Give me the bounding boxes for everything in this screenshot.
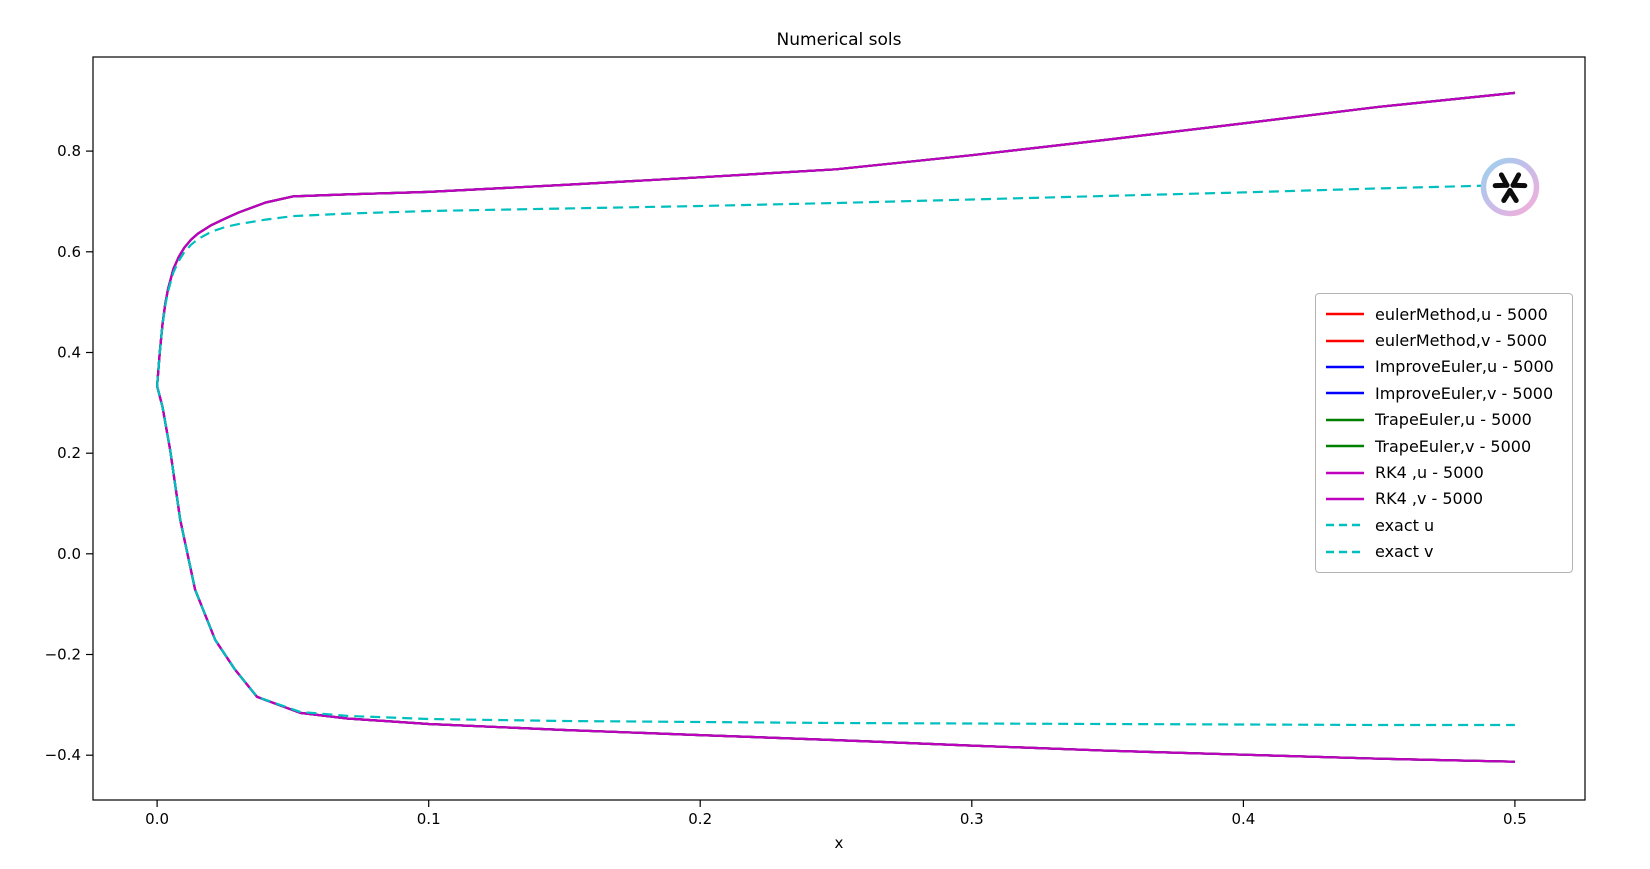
chart-title: Numerical sols [776,30,902,50]
series-line-7 [156,385,1515,763]
x-axis: 0.0 0.1 0.2 0.3 0.4 0.5 [145,800,1527,828]
logo-glyph [1492,172,1528,203]
legend-swatch [1326,444,1364,448]
legend-swatch [1326,365,1364,369]
y-tick-label: 0.0 [57,545,81,563]
legend-swatch [1326,312,1364,316]
x-tick-label: 0.1 [417,810,441,828]
y-tick-label: 0.6 [57,243,81,261]
series-line-4 [156,91,1516,387]
legend-item: ImproveEuler,v - 5000 [1316,380,1572,406]
legend-label: TrapeEuler,u - 5000 [1375,410,1532,430]
x-axis-label: x [834,834,844,852]
legend: eulerMethod,u - 5000 eulerMethod,v - 5000… [1315,293,1573,573]
legend-label: exact u [1375,515,1435,535]
watermark-logo [1480,157,1540,217]
x-tick-label: 0.0 [145,810,169,828]
tri-y-logo-icon [1480,157,1540,217]
x-tick-label: 0.4 [1231,810,1255,828]
legend-swatch [1326,471,1364,474]
y-tick-label: 0.4 [57,344,81,362]
legend-swatch [1326,524,1364,527]
legend-item: exact v [1316,539,1572,565]
legend-item: exact u [1316,512,1572,538]
legend-label: eulerMethod,u - 5000 [1375,304,1548,324]
legend-item: eulerMethod,v - 5000 [1316,327,1572,353]
series-line-5 [156,385,1515,763]
legend-label: ImproveEuler,v - 5000 [1375,383,1554,403]
legend-item: RK4 ,u - 5000 [1316,459,1572,485]
x-tick-label: 0.2 [688,810,712,828]
legend-label: eulerMethod,v - 5000 [1375,331,1548,351]
series-line-9 [156,385,1515,727]
legend-item: RK4 ,v - 5000 [1316,486,1572,512]
legend-swatch [1326,339,1364,342]
legend-item: TrapeEuler,v - 5000 [1316,433,1572,459]
legend-item: eulerMethod,u - 5000 [1316,301,1572,327]
plot-spines [92,56,1586,801]
series-line-0 [156,91,1516,387]
series-lines [156,91,1516,763]
series-line-3 [156,385,1515,763]
legend-label: RK4 ,v - 5000 [1375,489,1484,509]
legend-label: ImproveEuler,u - 5000 [1375,357,1554,377]
series-line-6 [156,91,1516,387]
y-tick-label: −0.4 [45,746,81,764]
series-line-1 [156,385,1515,763]
x-tick-label: 0.5 [1503,810,1527,828]
legend-swatch [1326,550,1364,553]
legend-swatch [1326,392,1364,395]
y-tick-label: −0.2 [45,646,81,664]
y-tick-label: 0.2 [57,444,81,462]
legend-swatch [1326,497,1364,501]
series-line-8 [156,183,1515,387]
x-tick-label: 0.3 [960,810,984,828]
y-axis: −0.4 −0.2 0.0 0.2 0.4 0.6 0.8 [45,142,93,764]
legend-item: TrapeEuler,u - 5000 [1316,407,1572,433]
y-tick-label: 0.8 [57,142,81,160]
legend-label: RK4 ,u - 5000 [1375,463,1484,483]
legend-label: TrapeEuler,v - 5000 [1375,436,1532,456]
legend-label: exact v [1375,542,1434,562]
legend-item: ImproveEuler,u - 5000 [1316,354,1572,380]
logo-ring [1480,157,1540,217]
series-line-2 [156,91,1516,387]
legend-swatch [1326,418,1364,421]
